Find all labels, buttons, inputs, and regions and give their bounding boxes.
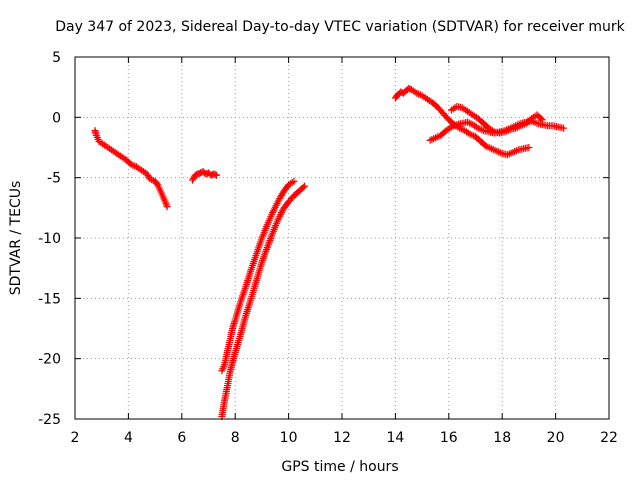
series-segment-4 xyxy=(218,182,309,421)
chart-title: Day 347 of 2023, Sidereal Day-to-day VTE… xyxy=(55,19,625,35)
y-tick-label: 5 xyxy=(52,50,61,66)
series-segment-3 xyxy=(218,177,298,375)
x-tick-label: 22 xyxy=(600,430,618,446)
x-tick-label: 14 xyxy=(386,430,404,446)
data-point xyxy=(301,182,309,190)
y-axis-label: SDTVAR / TECUs xyxy=(8,181,24,296)
x-tick-label: 12 xyxy=(333,430,351,446)
data-point xyxy=(537,115,545,123)
x-axis-label: GPS time / hours xyxy=(281,459,398,475)
data-point xyxy=(163,203,171,211)
series-segment-1 xyxy=(91,127,171,211)
data-point xyxy=(211,171,219,179)
y-tick-label: -10 xyxy=(38,231,61,247)
x-tick-label: 16 xyxy=(440,430,458,446)
y-tick-label: -15 xyxy=(38,291,61,307)
x-tick-label: 8 xyxy=(231,430,240,446)
x-tick-label: 4 xyxy=(124,430,133,446)
plot-frame xyxy=(74,56,610,420)
y-tick-label: -20 xyxy=(38,352,61,368)
x-tick-label: 6 xyxy=(177,430,186,446)
series-layer xyxy=(91,84,568,421)
tick-layer: 2 4 6 8 10 12 14 16 18 20 22 5 0 -5 -10 -15 -20 -25 xyxy=(38,50,618,446)
series-segment-2 xyxy=(188,168,221,184)
data-point xyxy=(560,124,568,132)
data-point xyxy=(189,174,197,182)
data-point xyxy=(213,171,221,179)
x-tick-label: 18 xyxy=(493,430,511,446)
series-segment-7 xyxy=(447,102,546,137)
x-tick-label: 2 xyxy=(71,430,80,446)
y-tick-label: 0 xyxy=(52,110,61,126)
x-tick-label: 20 xyxy=(547,430,565,446)
grid-layer xyxy=(75,57,609,419)
data-point xyxy=(290,177,298,185)
y-tick-label: -5 xyxy=(47,171,61,187)
x-tick-label: 10 xyxy=(280,430,298,446)
y-tick-label: -25 xyxy=(38,412,61,428)
data-point xyxy=(299,183,307,191)
data-point xyxy=(525,144,533,151)
series-segment-5 xyxy=(391,84,533,159)
data-point xyxy=(538,116,546,124)
